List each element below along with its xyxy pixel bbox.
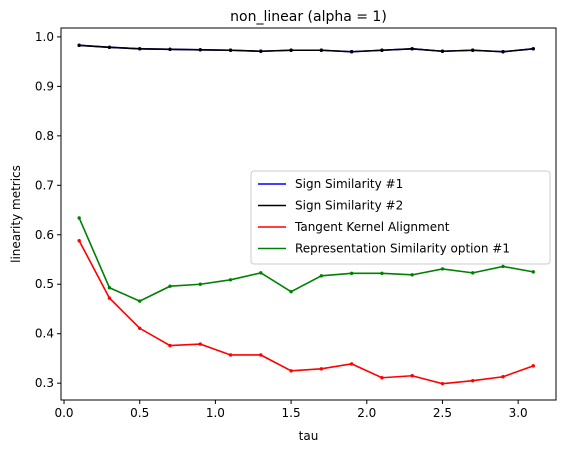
y-tick-label: 0.3 [35,376,54,390]
data-point [107,286,112,290]
data-point [349,50,354,54]
series-line-1 [79,44,534,53]
data-point [531,364,535,368]
data-point [319,274,324,278]
legend-label: Sign Similarity #1 [295,177,403,191]
data-point [501,50,505,54]
data-point [471,48,475,52]
x-tick-label: 0.0 [54,406,73,420]
data-point [380,271,384,276]
legend-label: Sign Similarity #2 [295,199,403,213]
data-point [228,48,233,52]
data-point [440,267,445,271]
data-point [168,47,172,51]
data-point [138,47,142,51]
data-point [168,284,172,288]
data-point [289,289,293,294]
x-axis-ticks: 0.0 0.5 1.0 1.5 2.0 2.5 3.0 [54,400,528,420]
x-tick-label: 0.5 [130,406,149,420]
y-tick-label: 0.4 [35,327,54,341]
data-point [168,343,172,348]
y-axis-label: linearity metrics [9,165,23,263]
x-tick-label: 1.5 [282,406,301,420]
y-tick-label: 1.0 [35,30,54,44]
data-point [77,43,81,48]
data-point [289,48,293,52]
data-point [531,270,535,274]
x-tick-label: 2.0 [357,406,376,420]
data-point [228,353,233,357]
data-point [259,353,263,357]
series-line-3 [78,217,534,302]
data-point [440,49,445,53]
data-point [440,381,445,386]
x-axis-label: tau [299,429,319,443]
data-point [107,296,112,300]
legend: Sign Similarity #1 Sign Similarity #2 Tang… [250,170,551,265]
data-point [259,271,263,275]
data-point [259,49,263,53]
legend-box [250,170,551,265]
data-point [501,375,505,379]
data-point [410,273,414,277]
legend-label: Tangent Kernel Alignment [294,220,450,234]
data-point [531,47,535,51]
data-point [77,239,81,243]
data-point [77,216,81,220]
x-tick-label: 1.0 [206,406,225,420]
data-point [319,48,324,52]
y-tick-label: 0.5 [35,277,54,291]
series-line-2 [78,240,534,385]
data-point [228,278,233,282]
data-point [198,48,202,52]
data-point [380,48,384,52]
data-point [138,326,142,330]
plot-frame [60,27,557,401]
data-point [319,367,324,371]
y-tick-label: 0.6 [35,228,54,242]
data-point [349,271,354,276]
data-point [289,369,293,373]
y-tick-label: 0.7 [35,178,54,192]
chart-title: non_linear (alpha = 1) [230,9,387,25]
data-point [349,362,354,366]
x-tick-label: 2.5 [433,406,452,420]
y-tick-label: 0.9 [35,79,54,93]
data-point [471,379,475,383]
data-point [380,376,384,380]
data-point [198,342,202,346]
data-point [410,47,414,51]
y-tick-label: 0.8 [35,129,54,143]
x-tick-label: 3.0 [509,406,528,420]
data-point [138,299,142,303]
data-point [107,45,112,49]
data-point [198,282,202,286]
data-point [471,271,475,275]
data-point [410,374,414,378]
data-point [501,264,505,269]
series-layer [77,43,535,386]
y-axis-ticks: 0.3 0.4 0.5 0.6 0.7 0.8 0.9 1.0 [35,30,61,390]
legend-label: Representation Similarity option #1 [295,242,510,256]
